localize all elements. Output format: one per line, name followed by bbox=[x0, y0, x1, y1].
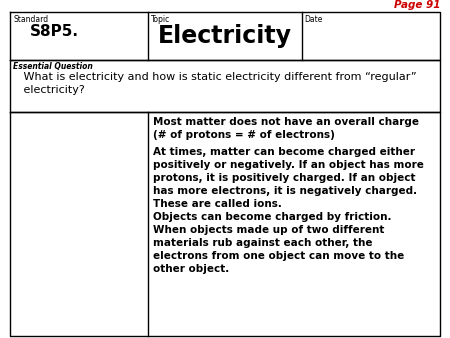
Text: S8P5.: S8P5. bbox=[30, 24, 79, 39]
Text: Standard: Standard bbox=[13, 15, 48, 24]
Text: Objects can become charged by friction.
When objects made up of two different
ma: Objects can become charged by friction. … bbox=[153, 212, 405, 274]
Text: Topic: Topic bbox=[152, 15, 171, 24]
Text: Electricity: Electricity bbox=[158, 24, 292, 48]
Text: Date: Date bbox=[305, 15, 323, 24]
Text: Most matter does not have an overall charge
(# of protons = # of electrons): Most matter does not have an overall cha… bbox=[153, 117, 419, 140]
Text: Page 91: Page 91 bbox=[393, 0, 440, 10]
Text: At times, matter can become charged either
positively or negatively. If an objec: At times, matter can become charged eith… bbox=[153, 147, 424, 209]
Text: Essential Question: Essential Question bbox=[13, 62, 93, 71]
Text: What is electricity and how is static electricity different from “regular”
   el: What is electricity and how is static el… bbox=[13, 72, 417, 95]
